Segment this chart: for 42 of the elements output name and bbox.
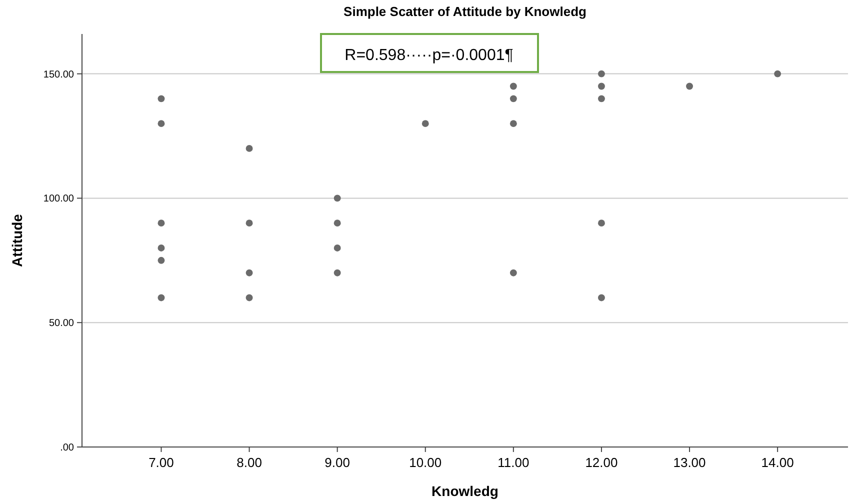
x-tick-label: 10.00	[409, 455, 442, 470]
chart-title: Simple Scatter of Attitude by Knowledg	[344, 4, 587, 19]
point	[158, 220, 165, 227]
annotation: R=0.598·····p=·0.0001¶	[344, 47, 514, 64]
point	[246, 220, 253, 227]
point	[510, 82, 517, 90]
point	[510, 120, 517, 128]
point	[334, 244, 341, 252]
point	[598, 220, 605, 227]
x-tick-label: 8.00	[236, 455, 262, 470]
x-tick-label: 11.00	[498, 455, 530, 470]
point	[510, 269, 517, 276]
y-tick-label: 50.00	[48, 318, 74, 330]
point	[598, 70, 605, 78]
point	[158, 95, 165, 102]
point	[598, 82, 605, 90]
point	[686, 82, 693, 90]
y-tick-label: 100.00	[43, 194, 74, 205]
point	[510, 95, 517, 102]
y-tick-label: .00	[60, 442, 74, 454]
point	[334, 269, 341, 276]
x-axis-title: Knowledg	[432, 483, 498, 499]
point	[158, 244, 165, 252]
x-tick-label: 7.00	[148, 455, 174, 470]
point	[598, 95, 605, 102]
point	[246, 269, 253, 276]
y-axis-title: Attitude	[9, 214, 25, 267]
point	[246, 144, 253, 152]
point	[774, 70, 782, 78]
point	[334, 220, 341, 227]
point	[598, 294, 605, 302]
x-tick-label: 9.00	[324, 455, 350, 470]
x-tick-label: 12.00	[585, 455, 618, 470]
y-tick-label: 150.00	[43, 69, 74, 80]
point	[158, 294, 165, 302]
point	[246, 294, 253, 302]
x-tick-label: 14.00	[761, 455, 794, 470]
point	[158, 120, 165, 128]
point	[158, 256, 165, 264]
point	[422, 120, 429, 128]
point	[334, 194, 341, 202]
x-tick-label: 13.00	[673, 455, 706, 470]
